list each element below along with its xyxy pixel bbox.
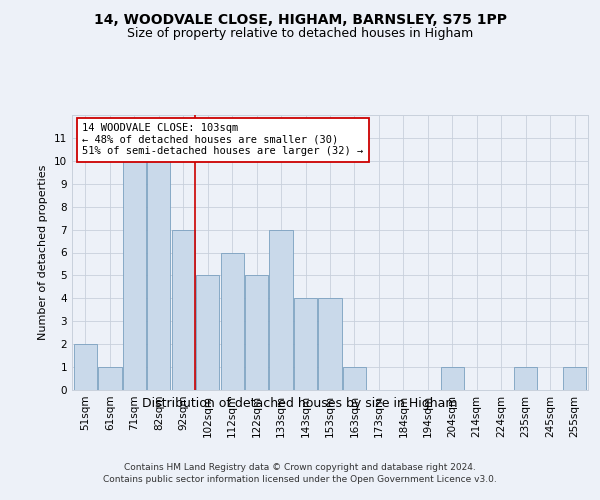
Bar [196,276,220,390]
Bar [74,344,97,390]
Bar [98,367,122,390]
Bar [343,367,366,390]
Bar [440,367,464,390]
Bar [123,161,146,390]
Bar [147,161,170,390]
Bar [172,230,195,390]
Bar [269,230,293,390]
Text: Contains HM Land Registry data © Crown copyright and database right 2024.: Contains HM Land Registry data © Crown c… [124,462,476,471]
Text: 14 WOODVALE CLOSE: 103sqm
← 48% of detached houses are smaller (30)
51% of semi-: 14 WOODVALE CLOSE: 103sqm ← 48% of detac… [82,123,364,156]
Bar [221,252,244,390]
Text: Distribution of detached houses by size in Higham: Distribution of detached houses by size … [142,398,458,410]
Y-axis label: Number of detached properties: Number of detached properties [38,165,49,340]
Text: Contains public sector information licensed under the Open Government Licence v3: Contains public sector information licen… [103,475,497,484]
Text: Size of property relative to detached houses in Higham: Size of property relative to detached ho… [127,28,473,40]
Bar [319,298,341,390]
Bar [294,298,317,390]
Bar [514,367,537,390]
Text: 14, WOODVALE CLOSE, HIGHAM, BARNSLEY, S75 1PP: 14, WOODVALE CLOSE, HIGHAM, BARNSLEY, S7… [94,12,506,26]
Bar [245,276,268,390]
Bar [563,367,586,390]
